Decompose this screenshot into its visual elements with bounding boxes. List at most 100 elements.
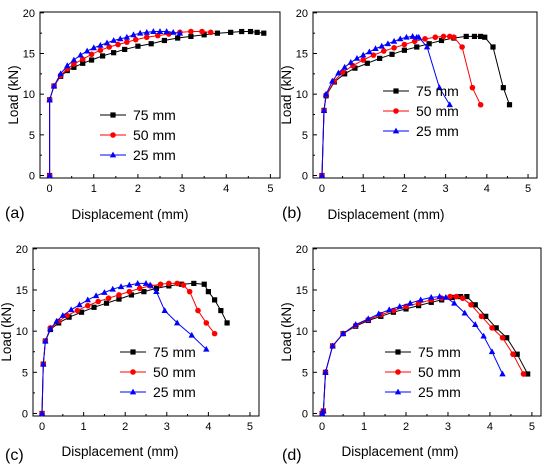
y-tick-label: 20 <box>23 8 35 20</box>
data-point <box>143 28 150 35</box>
data-point <box>188 331 195 338</box>
data-point <box>46 96 53 103</box>
data-point <box>97 41 104 48</box>
data-point <box>142 280 150 286</box>
data-point <box>453 293 460 300</box>
data-point <box>146 281 154 288</box>
data-point <box>322 90 330 97</box>
data-point <box>422 36 428 42</box>
x-tick-label: 4 <box>205 421 211 433</box>
data-point <box>180 282 187 288</box>
data-point <box>88 57 95 63</box>
data-point <box>442 294 450 300</box>
data-point <box>423 43 431 50</box>
data-point <box>132 36 139 43</box>
y-tick-label: 15 <box>296 49 308 61</box>
data-point <box>396 303 403 309</box>
data-point <box>218 307 224 314</box>
legend-marker <box>110 132 116 138</box>
x-tick-label: 0 <box>39 421 45 433</box>
data-point <box>489 325 495 331</box>
data-point <box>352 321 359 327</box>
x-tick-label: 0 <box>319 183 325 195</box>
data-point <box>115 41 121 48</box>
data-point <box>170 28 177 35</box>
data-point <box>239 28 245 35</box>
y-tick-label: 15 <box>296 285 308 297</box>
data-point <box>463 33 469 40</box>
data-point <box>499 334 506 341</box>
y-tick-label: 10 <box>296 89 308 101</box>
data-point <box>469 84 476 91</box>
data-point <box>191 280 197 287</box>
data-point <box>76 301 83 308</box>
legend-marker <box>130 349 136 355</box>
y-tick-label: 20 <box>296 8 308 20</box>
x-tick-label: 3 <box>445 421 451 433</box>
legend-label: 25 mm <box>133 147 176 163</box>
y-tick-label: 5 <box>302 367 308 379</box>
data-point <box>525 371 531 377</box>
y-tick-label: 10 <box>296 326 308 338</box>
data-point <box>122 46 128 53</box>
data-point <box>201 32 207 38</box>
data-point <box>123 33 131 40</box>
data-point <box>126 281 133 288</box>
legend-label: 75 mm <box>416 83 459 99</box>
data-point <box>397 35 404 42</box>
data-point <box>135 43 141 49</box>
data-point <box>365 315 372 322</box>
data-point <box>88 51 95 58</box>
series-50-mm <box>319 33 484 179</box>
data-point <box>126 288 133 295</box>
chart-panel-b: 0 5 10 15 20 0 1 2 3 4 5 Displacement (mm) Load (kN)… <box>279 8 538 222</box>
data-point <box>124 39 130 45</box>
y-axis-label: Load (kN) <box>6 65 21 124</box>
data-point <box>407 299 414 306</box>
x-tick-label: 0 <box>319 421 325 433</box>
y-tick-label: 0 <box>302 408 308 420</box>
legend-label: 50 mm <box>153 364 196 380</box>
data-point <box>205 289 211 295</box>
data-point <box>390 37 398 44</box>
plot-frame <box>32 247 260 417</box>
x-tick-label: 4 <box>223 183 229 195</box>
data-point <box>459 44 465 50</box>
legend-label: 25 mm <box>153 384 196 400</box>
data-point <box>117 283 125 290</box>
legend-marker <box>392 127 400 134</box>
x-tick-label: 1 <box>360 183 366 195</box>
x-tick-label: 5 <box>529 421 535 433</box>
data-point <box>247 28 254 35</box>
data-point <box>427 294 435 300</box>
data-point <box>188 33 194 40</box>
data-point <box>409 33 416 39</box>
data-point <box>78 309 85 315</box>
data-point <box>174 280 180 287</box>
data-point <box>415 33 423 40</box>
y-tick-label: 10 <box>16 326 28 338</box>
legend: 75 mm 50 mm 25 mm <box>120 344 196 400</box>
legend-label: 50 mm <box>133 127 176 143</box>
x-tick-label: 1 <box>81 421 87 433</box>
data-point <box>150 28 157 34</box>
data-point <box>101 289 108 295</box>
data-point <box>482 34 488 40</box>
x-axis-label: Displacement (mm) <box>71 207 188 222</box>
data-point <box>71 64 77 70</box>
data-point <box>176 29 184 36</box>
data-point <box>214 30 221 36</box>
data-point <box>99 53 106 59</box>
data-point <box>141 289 147 295</box>
series-25-mm <box>318 33 453 178</box>
data-point <box>90 44 97 51</box>
chart-panel-d: 0 5 10 15 20 0 1 2 3 4 5 Displacement (mm) Load (kN)… <box>279 244 542 464</box>
data-point <box>504 335 510 341</box>
panel-label: (d) <box>282 447 302 464</box>
data-point <box>157 281 164 288</box>
x-axis-label: Displacement (mm) <box>61 444 178 459</box>
chart-panel-a: 0 5 10 15 20 0 1 2 3 4 5 Displacement (mm) Load (kN)… <box>5 8 281 222</box>
series-line <box>49 31 211 176</box>
data-point <box>520 371 527 377</box>
